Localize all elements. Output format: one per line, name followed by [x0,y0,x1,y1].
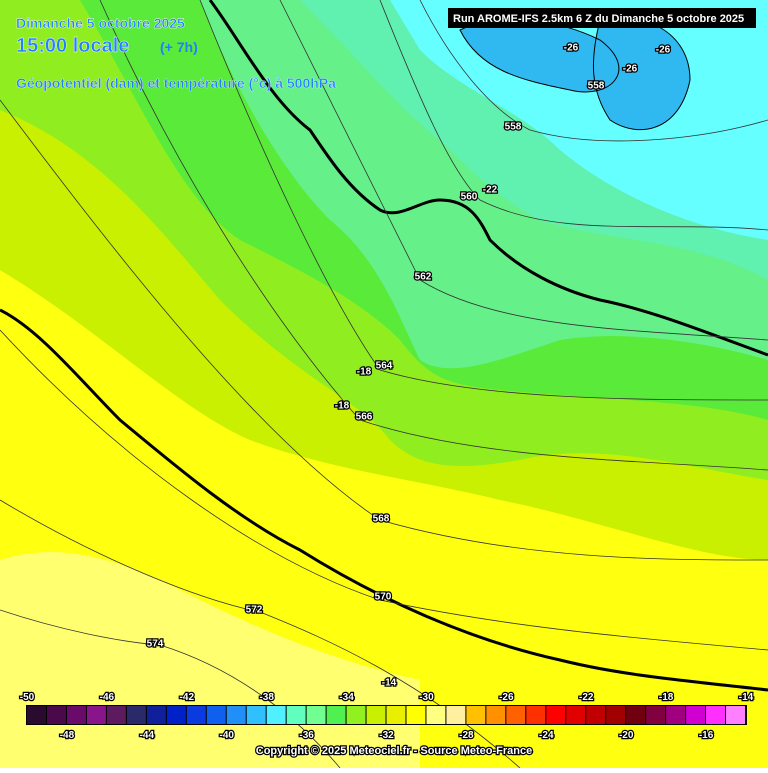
colorbar-cell [246,706,266,724]
colorbar-label: -40 [219,730,234,741]
colorbar-cell [106,706,126,724]
temperature-label: -22 [483,185,498,196]
field-description: Géopotentiel (dam) et température (°c) à… [16,75,336,91]
colorbar-label: -20 [619,730,634,741]
colorbar-cell [486,706,506,724]
geopotential-label: 572 [246,605,263,616]
colorbar: -50-46-42-38-34-30-26-22-18-14-10-6-2261… [19,691,755,743]
colorbar-label: -26 [499,692,514,703]
temperature-label: -26 [564,43,579,54]
colorbar-label: -30 [419,692,434,703]
geopotential-label: 568 [373,514,390,525]
colorbar-label: -50 [20,692,35,703]
contour-labels: 558 558 560 562 564 566 568 570 572 574 … [145,41,672,690]
colorbar-cell [726,706,745,724]
temperature-label: -18 [335,401,350,412]
colorbar-label: -16 [699,730,714,741]
geopotential-label: 562 [415,272,432,283]
geopotential-label: 558 [505,122,522,133]
colorbar-cell [446,706,466,724]
colorbar-cell [306,706,326,724]
colorbar-cell [646,706,666,724]
colorbar-cell [686,706,706,724]
time: 15:00 locale [16,35,129,57]
colorbar-label: -36 [299,730,314,741]
colorbar-cell [46,706,66,724]
geopotential-label: 564 [376,361,393,372]
colorbar-cell [606,706,626,724]
colorbar-cell [506,706,526,724]
geopotential-label: 570 [375,592,392,603]
colorbar-cell [526,706,546,724]
temperature-label: -14 [382,678,397,689]
geopotential-label: 566 [356,412,373,423]
colorbar-label: -28 [459,730,474,741]
colorbar-label: -14 [739,692,754,703]
colorbar-cell [126,706,146,724]
colorbar-label: -44 [140,730,155,741]
colorbar-cell [546,706,566,724]
colorbar-cell [27,706,46,724]
colorbar-cell [346,706,366,724]
colorbar-cell [266,706,286,724]
date: Dimanche 5 octobre 2025 [16,15,185,31]
geopotential-label: 558 [588,81,605,92]
colorbar-label: -38 [259,692,274,703]
colorbar-cell [66,706,86,724]
colorbar-cell [146,706,166,724]
colorbar-label: -32 [379,730,394,741]
colorbar-cell [566,706,586,724]
colorbar-cell [406,706,426,724]
colorbar-cell [706,706,726,724]
colorbar-label: -42 [180,692,195,703]
border [208,0,768,357]
colorbar-label: -24 [539,730,554,741]
colorbar-label: -18 [659,692,674,703]
colorbar-cell [366,706,386,724]
temperature-label: -26 [656,45,671,56]
copyright: Copyright © 2025 Meteociel.fr - Source M… [256,745,532,757]
geopotential-label: 574 [147,639,164,650]
colorbar-cell [626,706,646,724]
colorbar-cell [466,706,486,724]
colorbar-cell [666,706,686,724]
colorbar-label: -46 [100,692,115,703]
temperature-label: -18 [357,367,372,378]
colorbar-label: -34 [339,692,354,703]
colorbar-cell [286,706,306,724]
temperature-label: -26 [623,64,638,75]
colorbar-cell [386,706,406,724]
time-offset: (+ 7h) [160,39,198,55]
geopotential-label: 560 [461,192,478,203]
colorbar-cell [206,706,226,724]
colorbar-cell [426,706,446,724]
colorbar-cell [86,706,106,724]
colorbar-cell [326,706,346,724]
colorbar-cell [586,706,606,724]
colorbar-cell [226,706,246,724]
run-info: Run AROME-IFS 2.5km 6 Z du Dimanche 5 oc… [453,13,744,25]
border [0,308,768,692]
colorbar-label: -22 [579,692,594,703]
colorbar-cell [166,706,186,724]
run-banner [448,8,756,28]
colorbar-label: -48 [60,730,75,741]
colorbar-cell [186,706,206,724]
